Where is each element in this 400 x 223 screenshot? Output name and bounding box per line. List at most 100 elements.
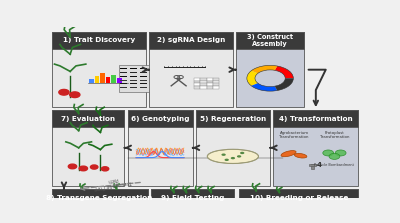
- Bar: [206, 78, 213, 81]
- Bar: [194, 86, 200, 89]
- Bar: [100, 73, 105, 83]
- Text: 4) Transformation: 4) Transformation: [279, 116, 353, 122]
- FancyBboxPatch shape: [239, 189, 358, 223]
- FancyBboxPatch shape: [128, 110, 193, 127]
- FancyBboxPatch shape: [196, 110, 270, 127]
- Bar: [140, 87, 147, 88]
- Text: 2) sgRNA Design: 2) sgRNA Design: [157, 37, 225, 43]
- FancyBboxPatch shape: [52, 189, 148, 223]
- Bar: [206, 83, 213, 86]
- Circle shape: [323, 150, 334, 156]
- Bar: [111, 75, 116, 83]
- Circle shape: [237, 155, 241, 158]
- Text: Transgene Free
Path: Transgene Free Path: [93, 173, 132, 191]
- Circle shape: [222, 153, 226, 156]
- Bar: [194, 78, 200, 81]
- Text: 5) Regeneration: 5) Regeneration: [200, 116, 266, 122]
- Text: Agrobacterium
Transformation: Agrobacterium Transformation: [279, 131, 309, 139]
- Bar: [106, 77, 110, 83]
- FancyBboxPatch shape: [128, 110, 193, 186]
- Bar: [120, 87, 127, 88]
- Bar: [130, 83, 137, 85]
- FancyBboxPatch shape: [273, 110, 358, 186]
- Circle shape: [231, 157, 235, 159]
- Circle shape: [335, 150, 346, 156]
- FancyBboxPatch shape: [52, 189, 148, 206]
- FancyBboxPatch shape: [52, 32, 146, 107]
- Ellipse shape: [207, 149, 258, 163]
- Bar: [130, 80, 137, 81]
- Bar: [119, 64, 148, 92]
- Circle shape: [240, 152, 244, 154]
- FancyBboxPatch shape: [52, 110, 124, 127]
- FancyBboxPatch shape: [149, 32, 233, 107]
- Bar: [140, 68, 147, 69]
- Bar: [200, 83, 206, 86]
- Wedge shape: [251, 65, 277, 73]
- Bar: [140, 83, 147, 85]
- Text: Particle Bombardment: Particle Bombardment: [314, 163, 354, 167]
- Bar: [213, 78, 219, 81]
- FancyBboxPatch shape: [52, 110, 124, 186]
- Wedge shape: [247, 71, 258, 86]
- Bar: [95, 76, 99, 83]
- FancyBboxPatch shape: [236, 32, 304, 49]
- Bar: [117, 78, 122, 83]
- Text: 8) Transgene Segregation: 8) Transgene Segregation: [46, 195, 153, 201]
- FancyBboxPatch shape: [236, 32, 304, 107]
- Bar: [194, 81, 200, 83]
- Bar: [206, 86, 213, 89]
- Bar: [194, 83, 200, 86]
- Circle shape: [79, 166, 88, 171]
- Text: 1) Trait Discovery: 1) Trait Discovery: [63, 37, 135, 43]
- Text: Protoplast
Transformation: Protoplast Transformation: [320, 131, 349, 139]
- Bar: [309, 164, 316, 166]
- Bar: [206, 81, 213, 83]
- FancyBboxPatch shape: [239, 189, 358, 206]
- Bar: [140, 80, 147, 81]
- Bar: [120, 80, 127, 81]
- Circle shape: [70, 92, 80, 97]
- FancyBboxPatch shape: [151, 189, 234, 223]
- Bar: [200, 86, 206, 89]
- Wedge shape: [251, 83, 277, 91]
- Circle shape: [101, 167, 109, 171]
- Bar: [130, 87, 137, 88]
- Bar: [200, 81, 206, 83]
- Bar: [120, 76, 127, 77]
- Bar: [140, 76, 147, 77]
- Wedge shape: [275, 78, 293, 91]
- Bar: [120, 72, 127, 73]
- Text: 9) Field Testing: 9) Field Testing: [161, 195, 224, 201]
- Bar: [200, 78, 206, 81]
- Circle shape: [68, 164, 77, 169]
- FancyBboxPatch shape: [196, 110, 270, 186]
- Bar: [312, 164, 314, 169]
- FancyBboxPatch shape: [151, 189, 234, 206]
- FancyBboxPatch shape: [149, 32, 233, 49]
- FancyBboxPatch shape: [273, 110, 358, 127]
- Circle shape: [90, 165, 98, 169]
- Text: 6) Genotyping: 6) Genotyping: [131, 116, 189, 122]
- Text: 4: 4: [316, 162, 322, 168]
- Bar: [120, 68, 127, 69]
- Ellipse shape: [294, 153, 307, 158]
- Bar: [130, 72, 137, 73]
- Bar: [89, 79, 94, 83]
- Text: 7) Evaluation: 7) Evaluation: [61, 116, 115, 122]
- Bar: [130, 68, 137, 69]
- Text: 10) Breeding or Release: 10) Breeding or Release: [250, 195, 348, 201]
- Bar: [130, 76, 137, 77]
- Ellipse shape: [281, 151, 296, 157]
- FancyBboxPatch shape: [52, 32, 146, 49]
- Bar: [213, 81, 219, 83]
- Bar: [120, 83, 127, 85]
- Circle shape: [329, 153, 340, 159]
- Bar: [140, 72, 147, 73]
- Circle shape: [59, 89, 69, 95]
- Bar: [213, 83, 219, 86]
- Text: 3) Construct
Assembly: 3) Construct Assembly: [247, 34, 293, 47]
- Bar: [213, 86, 219, 89]
- Circle shape: [224, 159, 229, 161]
- Wedge shape: [275, 66, 293, 78]
